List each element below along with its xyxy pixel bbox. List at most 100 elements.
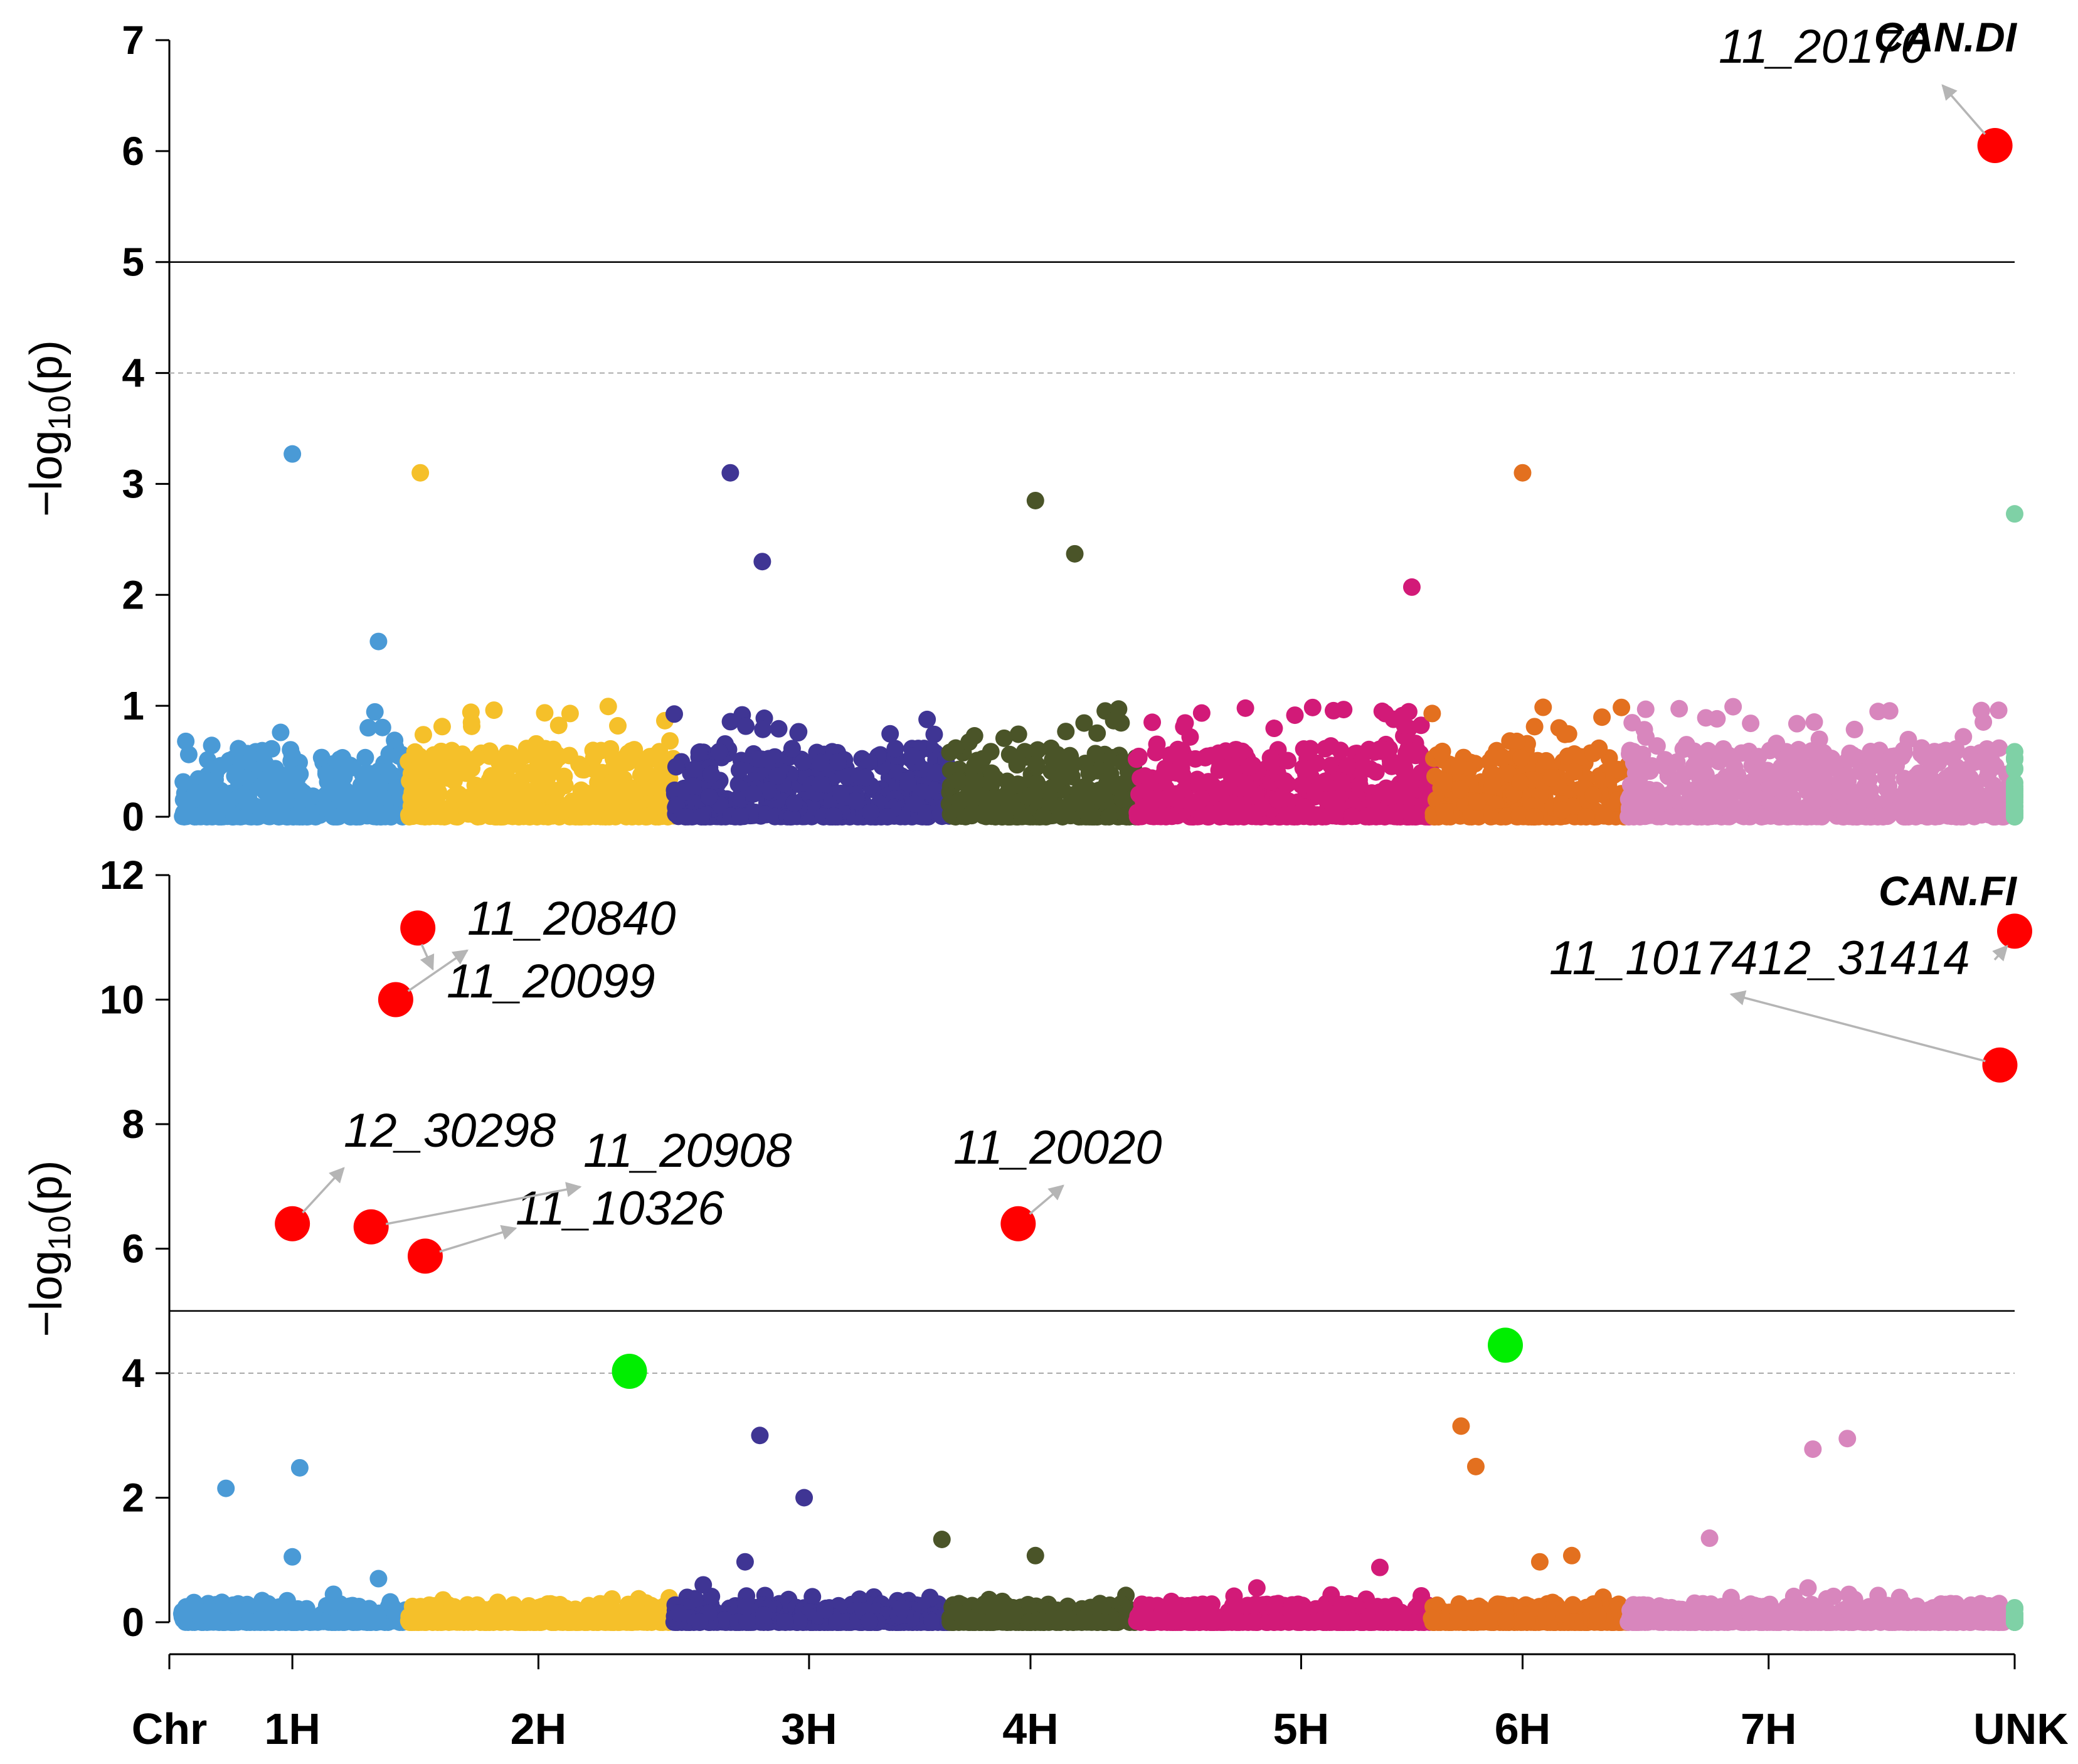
snp-point	[1192, 704, 1211, 722]
snp-point	[561, 704, 579, 723]
snp-point	[1166, 746, 1184, 764]
snp-point	[1508, 732, 1526, 750]
snp-point	[268, 771, 286, 789]
snp-point	[650, 743, 669, 761]
snp-point	[489, 802, 507, 820]
snp-point	[783, 740, 801, 758]
snp-point	[1202, 747, 1221, 765]
snp-point	[1510, 806, 1529, 824]
snp-point	[1845, 720, 1863, 738]
snp-point	[1768, 735, 1786, 753]
panel-can-fi: 024681012−log10(p)CAN.FI11_2084011_20099…	[21, 853, 2032, 1645]
snp-point	[1100, 807, 1118, 826]
snp-point	[1913, 785, 1931, 804]
y-tick-label: 6	[122, 129, 144, 174]
snp-point	[995, 729, 1013, 747]
snp-point	[702, 765, 720, 784]
snp-point	[946, 739, 965, 757]
snp-point	[1072, 1613, 1090, 1631]
snp-point	[1004, 1606, 1022, 1624]
snp-point	[534, 744, 552, 762]
snp-point	[626, 784, 644, 802]
snp-point	[1236, 699, 1254, 717]
snp-point	[1283, 805, 1301, 823]
snp-point	[462, 703, 480, 721]
snp-point	[881, 725, 899, 743]
snp-point	[536, 704, 554, 722]
snp-point	[676, 807, 694, 826]
snp-point	[1240, 758, 1258, 777]
snp-point	[380, 804, 398, 822]
snp-point	[1874, 807, 1892, 826]
snp-point	[241, 796, 260, 814]
snp-point	[442, 759, 460, 777]
snp-point	[1057, 723, 1075, 741]
snp-point	[272, 807, 290, 825]
snp-point	[669, 1604, 687, 1622]
snp-point	[1226, 741, 1244, 759]
snp-point	[414, 726, 432, 744]
snp-point	[263, 740, 281, 758]
snp-point	[295, 807, 313, 826]
snp-point	[1804, 743, 1822, 761]
snp-point	[1895, 741, 1913, 759]
snp-point	[354, 765, 372, 784]
snp-point	[1590, 739, 1608, 757]
snp-point	[1212, 784, 1230, 802]
snp-point	[204, 788, 223, 806]
snp-point	[755, 1606, 773, 1624]
y-axis-label: −log10(p)	[21, 1161, 77, 1337]
snp-point	[549, 716, 568, 735]
snp-point	[731, 807, 750, 826]
snp-point	[608, 768, 626, 787]
snp-point	[1990, 701, 2008, 720]
snp-point	[515, 790, 533, 808]
snp-point-1h	[284, 445, 302, 463]
snp-point	[690, 743, 708, 762]
snp-point	[482, 745, 500, 763]
snp-point	[1986, 757, 2005, 775]
snp-point	[1853, 763, 1871, 781]
snp-point	[503, 807, 521, 826]
snp-point	[1744, 780, 1762, 798]
snp-point	[667, 758, 685, 776]
y-tick-label: 7	[122, 18, 144, 63]
snp-point	[1323, 790, 1341, 808]
snp-point	[1386, 807, 1404, 826]
snp-point	[596, 1595, 614, 1613]
snp-point	[1397, 744, 1416, 762]
snp-point	[423, 781, 441, 799]
snp-point	[256, 754, 274, 772]
snp-point	[520, 763, 538, 782]
snp-point	[324, 807, 342, 826]
snp-point	[1725, 758, 1744, 777]
snp-point	[1143, 713, 1162, 731]
snp-point	[2006, 760, 2023, 778]
snp-point	[692, 807, 711, 826]
snp-point	[1088, 787, 1106, 805]
snp-point-6h	[1513, 464, 1532, 482]
snp-point	[225, 807, 243, 826]
snp-point	[1313, 807, 1332, 826]
snp-point	[1788, 763, 1806, 782]
snp-point	[568, 1613, 586, 1631]
snp-point	[291, 765, 309, 783]
snp-point	[1000, 745, 1019, 763]
snp-point	[665, 705, 683, 723]
snp-point	[1402, 804, 1420, 822]
snp-point	[1948, 758, 1966, 776]
snp-point	[599, 698, 617, 716]
y-tick-label: 4	[122, 351, 144, 396]
snp-point	[359, 719, 378, 737]
y-tick-label: 0	[122, 1600, 144, 1645]
snp-point	[1897, 780, 1916, 798]
snp-point	[1525, 718, 1544, 736]
snp-point	[2006, 802, 2023, 821]
snp-point	[1963, 790, 1981, 809]
snp-point	[497, 763, 515, 781]
snp-point	[710, 743, 728, 761]
y-tick-label: 4	[122, 1351, 144, 1396]
snp-point	[832, 784, 850, 802]
